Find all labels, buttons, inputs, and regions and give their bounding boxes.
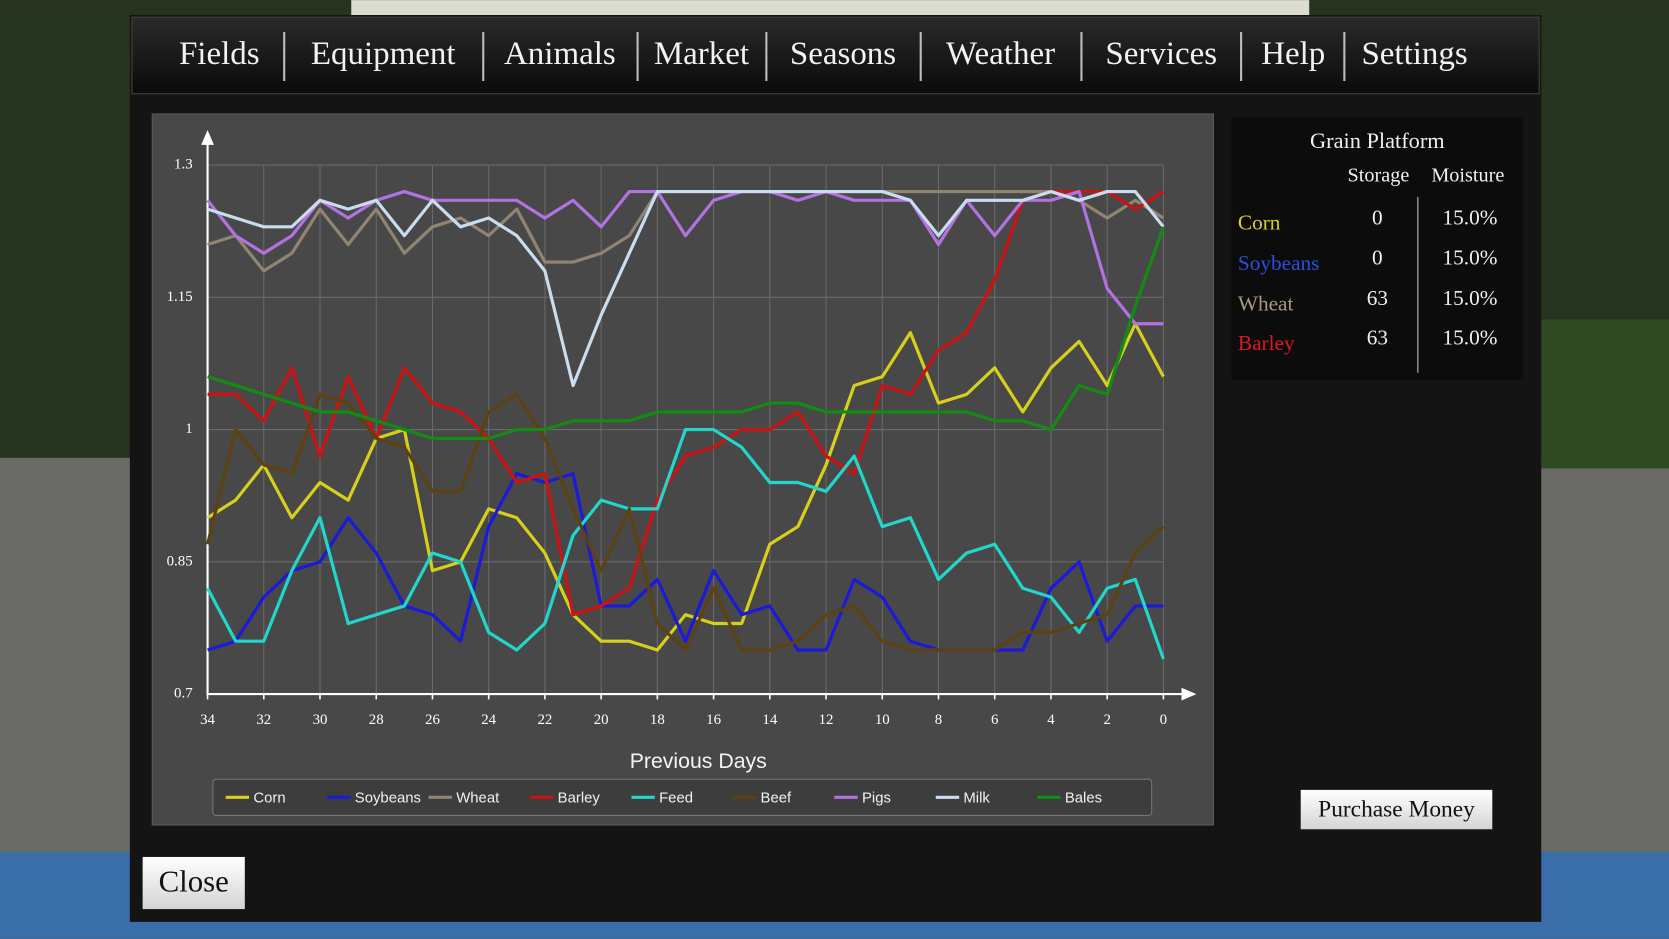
legend-box: [212, 778, 1153, 816]
tractor-top: [351, 0, 1310, 15]
x-tick-label: 0: [1160, 712, 1167, 728]
x-tick-label: 22: [537, 712, 552, 728]
menu-tab[interactable]: Animals: [504, 36, 616, 72]
x-tick-label: 30: [313, 712, 328, 728]
y-tick-label: 1: [185, 421, 192, 437]
menu-tab[interactable]: Settings: [1361, 36, 1467, 72]
legend-label: Beef: [761, 790, 792, 806]
close-button[interactable]: [142, 856, 245, 910]
legend-label: Bales: [1065, 790, 1102, 806]
menu-tab[interactable]: Fields: [179, 36, 260, 72]
storage-value: 0: [1372, 246, 1383, 270]
x-tick-label: 14: [762, 712, 777, 728]
crop-name: Corn: [1238, 211, 1281, 235]
grain-title: Grain Platform: [1310, 128, 1445, 153]
legend-label: Milk: [963, 790, 990, 806]
x-tick-label: 8: [935, 712, 942, 728]
x-tick-label: 28: [369, 712, 384, 728]
menu-tab[interactable]: Weather: [946, 36, 1055, 72]
storage-value: 0: [1372, 205, 1383, 229]
series-line: [206, 427, 1165, 660]
x-tick-label: 10: [875, 712, 890, 728]
legend-label: Pigs: [862, 790, 891, 806]
x-arrow: [1181, 687, 1197, 701]
series-line: [206, 189, 1164, 326]
bushes: [1541, 319, 1669, 469]
legend-label: Barley: [558, 790, 601, 806]
storage-value: 63: [1367, 326, 1388, 350]
moisture-value: 15.0%: [1442, 205, 1497, 229]
y-arrow: [201, 129, 214, 145]
column-header: Moisture: [1431, 164, 1504, 186]
x-tick-label: 32: [256, 712, 271, 728]
x-tick-label: 18: [650, 712, 665, 728]
x-tick-label: 26: [425, 712, 440, 728]
x-axis-title: Previous Days: [630, 749, 767, 773]
series-line: [207, 226, 1165, 441]
x-tick-label: 2: [1103, 712, 1110, 728]
menu-tab[interactable]: Services: [1105, 36, 1217, 72]
legend-label: Wheat: [456, 790, 500, 806]
column-header: Storage: [1348, 164, 1410, 186]
purchase-label[interactable]: Purchase Money: [1318, 797, 1475, 823]
storage-value: 63: [1367, 286, 1388, 310]
moisture-value: 15.0%: [1442, 286, 1497, 310]
menu-tab[interactable]: Seasons: [790, 36, 896, 72]
series-line: [206, 392, 1165, 652]
crop-name: Barley: [1238, 331, 1295, 355]
series-line: [206, 322, 1165, 652]
x-tick-label: 16: [706, 712, 721, 728]
series-line: [207, 472, 1164, 652]
x-tick-label: 12: [819, 712, 834, 728]
y-tick-label: 1.3: [174, 156, 193, 172]
x-tick-label: 34: [200, 712, 215, 728]
y-tick-label: 0.7: [174, 686, 193, 702]
legend-label: Feed: [659, 790, 693, 806]
crop-name: Soybeans: [1238, 251, 1320, 275]
x-tick-label: 4: [1047, 712, 1055, 728]
series-line: [207, 189, 1165, 388]
menu-tab[interactable]: Help: [1261, 36, 1325, 72]
x-tick-label: 20: [594, 712, 609, 728]
moisture-value: 15.0%: [1442, 326, 1497, 350]
legend-label: Soybeans: [355, 790, 421, 806]
grain-panel: [1231, 117, 1524, 381]
y-tick-label: 1.15: [167, 289, 193, 305]
purchase-button[interactable]: [1300, 789, 1493, 830]
menu-tab[interactable]: Market: [654, 36, 749, 72]
menu-bar: [131, 16, 1540, 95]
menu-tab[interactable]: Equipment: [311, 36, 456, 72]
close-label[interactable]: Close: [159, 865, 229, 899]
x-tick-label: 24: [481, 712, 496, 728]
moisture-value: 15.0%: [1442, 246, 1497, 270]
crop-name: Wheat: [1238, 291, 1294, 315]
x-tick-label: 6: [991, 712, 998, 728]
legend-label: Corn: [253, 790, 285, 806]
y-tick-label: 0.85: [167, 553, 193, 569]
